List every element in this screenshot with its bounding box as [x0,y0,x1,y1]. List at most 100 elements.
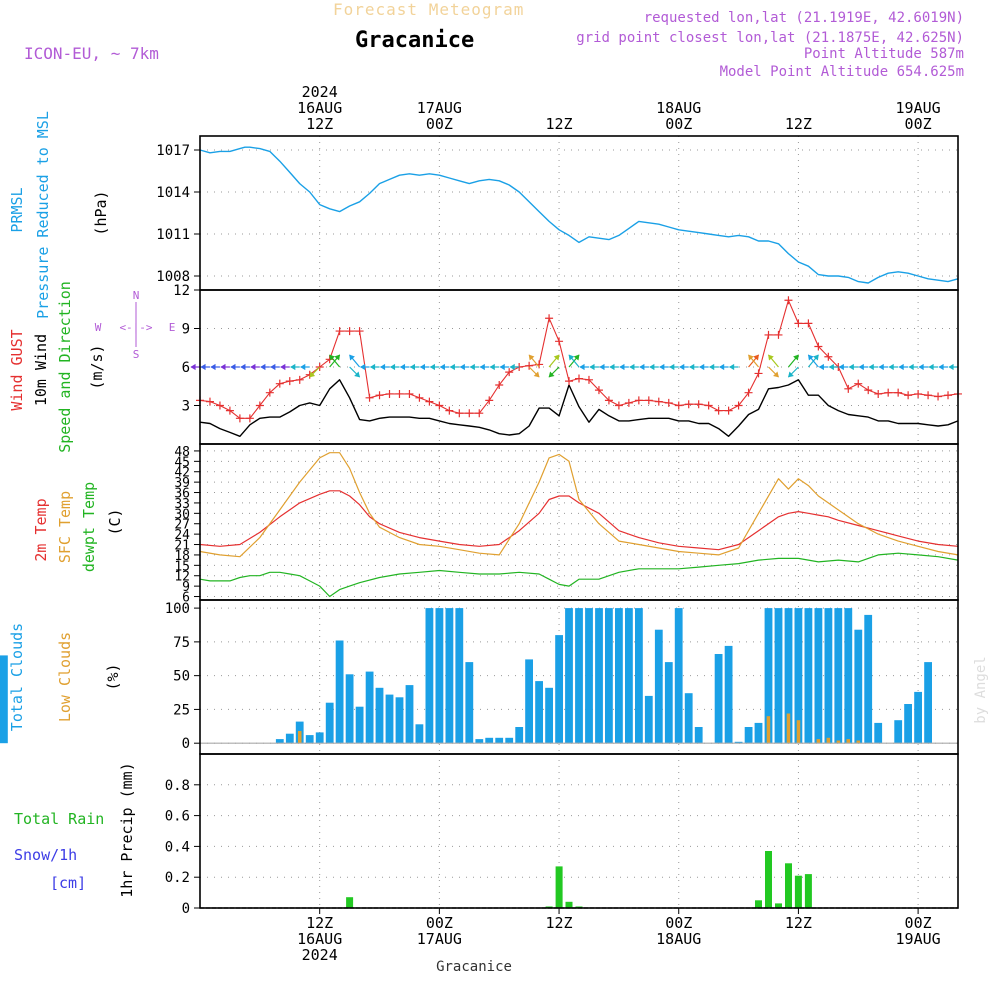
wind-speed-line [199,379,959,437]
pressure-ytick-label: 1017 [156,143,190,159]
total-cloud-bar [844,608,853,744]
footer-station-name: Gracanice [436,959,512,975]
temp-label-2m: 2m Temp [32,498,50,561]
wind-gust-marker [714,406,723,415]
total-cloud-bar [794,608,803,744]
total-cloud-bar [545,687,553,744]
temperature-ytick-label: 15 [174,559,190,574]
wind-direction-arrowhead [928,363,934,371]
total-cloud-bar [475,739,484,744]
time-label-top: 12Z [306,115,333,133]
wind-gust-marker [724,406,733,415]
total-cloud-bar [674,608,683,744]
wind-gust-marker [874,389,883,398]
wind-gust-marker [255,401,264,410]
wind-direction-arrowhead [579,363,585,371]
wind-gust-marker [784,296,793,305]
wind-direction-arrowhead [813,354,819,361]
total-cloud-bar [764,608,773,744]
time-label-bottom: 17AUG [417,930,462,948]
temperature-ytick-label: 9 [182,580,190,595]
total-cloud-bar [305,735,314,744]
pressure-line [199,146,959,284]
wind-ytick-label: 12 [173,283,190,299]
wind-direction-arrowhead [290,363,296,371]
time-label-bottom: 12Z [785,914,812,932]
total-cloud-bar [345,674,354,744]
total-cloud-bar [615,608,623,744]
wind-direction-arrowhead [309,371,316,378]
wind-direction-arrowhead [190,363,196,371]
wind-direction-arrowhead [528,354,535,361]
total-cloud-bar [714,654,723,744]
time-label-bottom: 16AUG [297,930,342,948]
low-cloud-bar [766,716,771,744]
rain-bar [565,901,573,908]
time-label-top: 00Z [905,115,932,133]
total-cloud-bar [385,694,394,744]
clouds-ytick-label: 25 [173,702,190,718]
wind-direction-arrowhead [709,363,715,371]
time-label-bottom: 18AUG [656,930,701,948]
wind-label-speed-dir: Speed and Direction [56,281,74,453]
wind-direction-arrowhead [499,363,505,371]
wind-direction-arrowhead [848,363,854,371]
compass-east: E [169,321,176,334]
wind-direction-arrowhead [818,363,824,371]
total-cloud-bar [904,704,912,744]
watermark: by Angel [973,656,989,723]
wind-gust-marker [674,401,683,410]
wind-direction-arrowhead [399,363,406,371]
total-cloud-bar [525,659,533,744]
wind-ytick-label: 6 [182,360,190,376]
total-cloud-bar [664,662,673,744]
wind-gust-marker [265,388,274,397]
total-cloud-bar [505,737,514,744]
total-cloud-bar [694,727,703,744]
wind-direction-arrowhead [773,371,779,378]
wind-gust-marker [844,384,853,393]
wind-direction-arrowhead [878,363,884,371]
wind-gust-marker [584,375,593,384]
time-label-top: 17AUG [417,99,462,117]
total-cloud-bar [744,727,753,744]
time-label-top: 12Z [785,115,812,133]
wind-direction-arrowhead [788,371,794,378]
wind-gust-marker [495,380,504,389]
wind-direction-arrowhead [300,363,306,371]
total-cloud-bar [605,608,613,744]
wind-gust-marker [694,400,703,409]
time-label-top: 00Z [665,115,692,133]
temperature-ytick-label: 45 [174,455,190,470]
precip-ytick-label: 0.6 [165,809,190,825]
wind-direction-arrowhead [679,363,685,371]
wind-direction-arrowhead [719,363,725,371]
wind-gust-marker [774,330,783,339]
wind-gust-marker [405,389,414,398]
total-cloud-bar [644,695,653,744]
total-cloud-bar [285,733,294,744]
wind-gust-marker [634,396,643,405]
wind-direction-arrowhead [329,354,335,361]
wind-direction-arrowhead [589,363,595,371]
wind-direction-arrowhead [689,363,695,371]
wind-ytick-label: 3 [182,399,190,415]
wind-label-gust: Wind GUST [8,329,26,410]
precip-legend-snow: Snow/1h [14,846,77,864]
low-cloud-bar [826,737,831,744]
total-cloud-bar [654,629,663,744]
wind-direction-arrowhead [533,371,540,378]
total-cloud-bar [585,608,593,744]
pressure-ytick-label: 1008 [156,269,190,285]
pressure-label-unit: (hPa) [92,190,110,235]
wind-direction-arrowhead [509,363,515,371]
time-label-top: 00Z [426,115,453,133]
rain-bar [804,874,812,908]
wind-gust-marker [734,401,743,410]
temperature-ytick-label: 24 [174,528,190,543]
wind-direction-arrowhead [230,363,236,371]
time-label-bottom: 19AUG [896,930,941,948]
wind-direction-arrowhead [858,363,864,371]
wind-gust-marker [555,337,564,346]
